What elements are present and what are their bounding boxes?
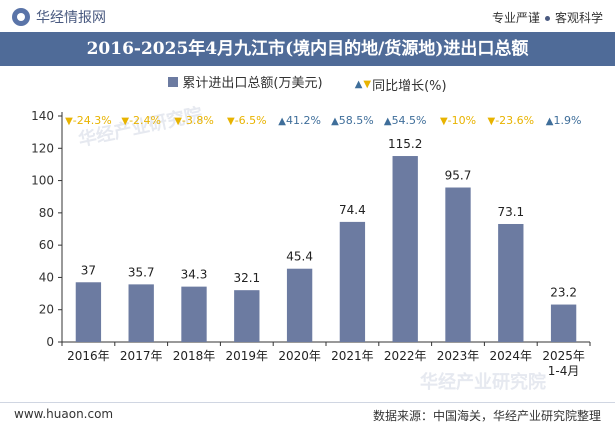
- yoy-label: ▲58.5%: [331, 114, 374, 127]
- chart-title: 2016-2025年4月九江市(境内目的地/货源地)进出口总额: [86, 39, 529, 59]
- watermark-text: 华经产业研究院: [420, 371, 546, 393]
- top-bar: 华经情报网 专业严谨 客观科学: [0, 0, 615, 32]
- bar: [75, 282, 102, 342]
- brand[interactable]: 华经情报网: [12, 7, 106, 27]
- bullet-icon: [544, 16, 550, 21]
- bar-value-label: 34.3: [181, 268, 208, 282]
- footer-source: 数据来源：中国海关，华经产业研究院整理: [372, 409, 601, 423]
- x-tick-label: 2018年: [173, 349, 216, 363]
- bar: [445, 187, 471, 342]
- footer-url[interactable]: www.huaon.com: [14, 407, 114, 421]
- bar-value-label: 32.1: [233, 271, 260, 285]
- bar-value-label: 37: [81, 263, 96, 277]
- title-bar: 2016-2025年4月九江市(境内目的地/货源地)进出口总额: [0, 32, 615, 66]
- y-tick-label: 140: [31, 109, 54, 123]
- x-tick-label: 2023年: [437, 349, 480, 363]
- triangle-up-icon: ▲: [354, 78, 363, 90]
- bar: [339, 221, 366, 342]
- bar: [392, 156, 418, 342]
- legend-item-total: 累计进出口总额(万美元): [168, 72, 323, 91]
- bar-value-label: 73.1: [497, 205, 524, 219]
- yoy-label: ▼-10%: [440, 114, 476, 127]
- legend-swatch-bar: [168, 76, 179, 87]
- yoy-label: ▲41.2%: [278, 114, 321, 127]
- x-tick-label: 2025年: [542, 349, 585, 363]
- y-tick-label: 60: [39, 238, 54, 252]
- bar-value-label: 95.7: [445, 169, 472, 183]
- footer: www.huaon.com 数据来源：中国海关，华经产业研究院整理: [0, 402, 615, 427]
- tagline: 专业严谨 客观科学: [492, 9, 603, 26]
- legend-label-yoy: 同比增长(%): [372, 78, 447, 94]
- yoy-label: ▼-23.6%: [487, 114, 534, 127]
- x-tick-label: 2016年: [67, 349, 110, 363]
- bar: [181, 286, 207, 342]
- x-tick-label: 2022年: [384, 349, 427, 363]
- legend-label-total: 累计进出口总额(万美元): [182, 76, 323, 91]
- watermark-text: 华经产业研究院: [76, 103, 204, 151]
- chart-legend: 累计进出口总额(万美元) ▲ ▼ 同比增长(%): [0, 72, 615, 94]
- legend-item-yoy: ▲ ▼ 同比增长(%): [355, 75, 447, 94]
- yoy-label: ▲54.5%: [384, 114, 427, 127]
- y-tick-label: 40: [39, 270, 54, 284]
- bar-value-label: 74.4: [339, 203, 366, 217]
- y-tick-label: 20: [39, 303, 54, 317]
- x-tick-label: 2020年: [278, 349, 321, 363]
- bar: [498, 223, 524, 342]
- y-tick-label: 100: [31, 174, 54, 188]
- tagline-left: 专业严谨: [491, 11, 540, 25]
- bar: [128, 284, 154, 342]
- x-tick-label: 2024年: [490, 349, 533, 363]
- yoy-label: ▼-3.8%: [174, 114, 214, 127]
- y-tick-label: 80: [39, 206, 54, 220]
- yoy-label: ▲1.9%: [546, 114, 582, 127]
- bar: [550, 304, 577, 342]
- yoy-label: ▼-6.5%: [227, 114, 267, 127]
- x-tick-label: 2021年: [331, 349, 374, 363]
- tagline-right: 客观科学: [554, 11, 603, 25]
- x-tick-label: 2017年: [120, 349, 163, 363]
- y-tick-label: 120: [31, 141, 54, 155]
- bar-value-label: 35.7: [128, 265, 155, 279]
- bar: [286, 268, 313, 342]
- bar-value-label: 23.2: [550, 286, 577, 300]
- brand-logo-icon: [12, 8, 30, 26]
- x-tick-label: 2019年: [226, 349, 269, 363]
- x-tick-label: 1-4月: [548, 364, 580, 378]
- yoy-label: ▼-24.3%: [65, 114, 112, 127]
- bar-value-label: 115.2: [388, 137, 422, 151]
- bar: [234, 290, 260, 342]
- y-tick-label: 0: [46, 335, 54, 349]
- bar-value-label: 45.4: [286, 250, 313, 264]
- yoy-label: ▼-2.4%: [121, 114, 161, 127]
- triangle-down-icon: ▼: [363, 78, 372, 90]
- brand-name: 华经情报网: [36, 10, 106, 26]
